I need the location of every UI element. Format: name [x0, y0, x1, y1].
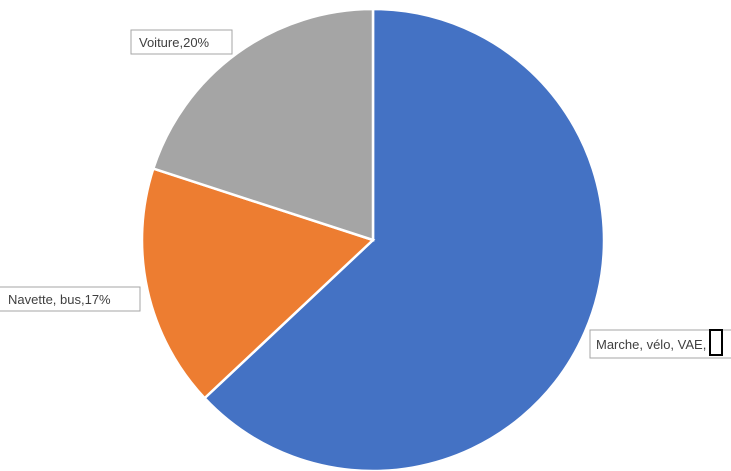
data-label-voiture-text: Voiture,20%	[139, 35, 210, 50]
pie-slice-marche-v-lo-vae	[202, 7, 606, 471]
pie-slice-navette-bus	[140, 167, 376, 400]
data-label-marche-velo-vae-text: Marche, vélo, VAE,	[596, 337, 706, 352]
missing-glyph-box	[709, 329, 723, 356]
data-label-voiture: Voiture,20%	[130, 29, 233, 55]
data-label-marche-velo-vae: Marche, vélo, VAE,	[589, 329, 731, 359]
pie-slices	[140, 7, 606, 471]
data-label-navette-bus-text: Navette, bus,17%	[8, 292, 111, 307]
pie-slice-voiture	[151, 7, 375, 242]
data-label-navette-bus: Navette, bus,17%	[0, 286, 141, 312]
